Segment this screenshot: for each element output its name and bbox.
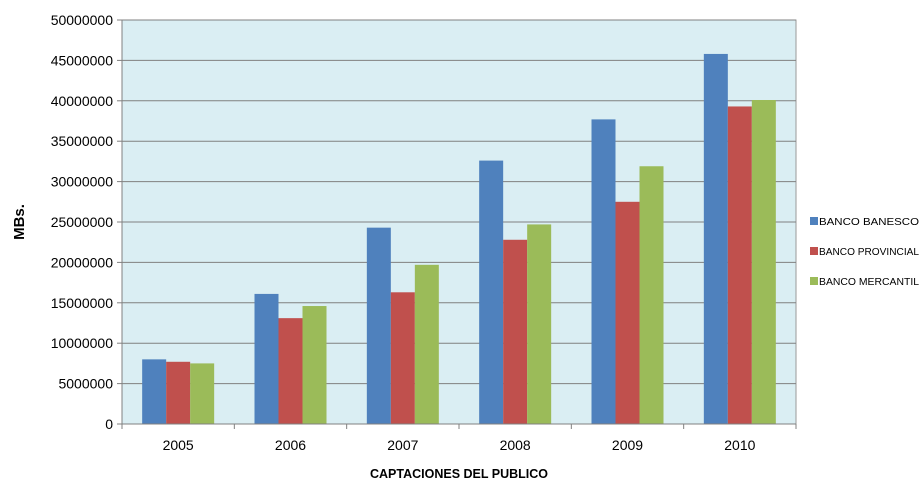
bar-banco-banesco-2007 — [366, 227, 391, 424]
legend-swatch — [810, 247, 818, 255]
legend-label: BANCO PROVINCIAL — [819, 246, 919, 258]
bar-banco-provincial-2010 — [727, 106, 752, 425]
legend-swatch — [810, 277, 818, 285]
y-tick-label: 50000000 — [51, 12, 114, 28]
bar-banco-provincial-2005 — [166, 361, 191, 424]
bar-banco-banesco-2010 — [703, 53, 728, 424]
bar-banco-banesco-2008 — [479, 160, 504, 425]
bar-banco-provincial-2008 — [503, 239, 528, 424]
bar-banco-mercantil-2010 — [751, 99, 776, 424]
bar-banco-provincial-2006 — [278, 318, 303, 424]
bar-banco-mercantil-2006 — [302, 306, 327, 424]
bar-banco-banesco-2009 — [591, 119, 616, 424]
y-tick-label: 0 — [105, 416, 113, 432]
y-tick-label: 15000000 — [51, 295, 114, 311]
bars — [142, 53, 776, 425]
grid-lines — [122, 19, 796, 385]
legend: BANCO BANESCO BANCO PROVINCIAL BANCO MERCA… — [810, 216, 919, 288]
y-axis-title: MBs. — [11, 204, 28, 240]
x-tick-label: 2009 — [612, 437, 643, 453]
bar-banco-mercantil-2009 — [639, 166, 664, 425]
y-tick-label: 20000000 — [51, 254, 114, 270]
y-tick-label: 10000000 — [51, 335, 114, 351]
y-tick-label: 5000000 — [58, 376, 113, 392]
legend-label: BANCO MERCANTIL — [819, 276, 919, 288]
x-tick-label: 2008 — [500, 437, 531, 453]
bar-banco-provincial-2007 — [390, 292, 415, 424]
bar-banco-mercantil-2005 — [190, 363, 215, 424]
legend-label: BANCO BANESCO — [819, 216, 919, 228]
bar-banco-banesco-2006 — [254, 293, 279, 424]
x-tick-label: 2007 — [387, 437, 418, 453]
bar-banco-mercantil-2008 — [527, 224, 552, 424]
x-tick-labels: 2005 2006 2007 2008 2009 2010 — [121, 424, 797, 453]
bar-banco-banesco-2005 — [142, 359, 167, 424]
x-tick-label: 2010 — [724, 437, 755, 453]
x-tick-label: 2006 — [275, 437, 306, 453]
y-tick-label: 30000000 — [51, 174, 114, 190]
legend-swatch — [810, 217, 818, 225]
x-tick-label: 2005 — [163, 437, 194, 453]
y-tick-label: 25000000 — [51, 214, 114, 230]
y-tick-label: 40000000 — [51, 93, 114, 109]
y-tick-label: 35000000 — [51, 133, 114, 149]
y-tick-labels: 0 5000000 10000000 15000000 20000000 25000000… — [51, 12, 122, 432]
bar-banco-provincial-2009 — [615, 201, 640, 424]
bar-banco-mercantil-2007 — [414, 264, 439, 424]
y-tick-label: 45000000 — [51, 52, 114, 68]
x-axis-title: CAPTACIONES DEL PUBLICO — [370, 467, 548, 481]
